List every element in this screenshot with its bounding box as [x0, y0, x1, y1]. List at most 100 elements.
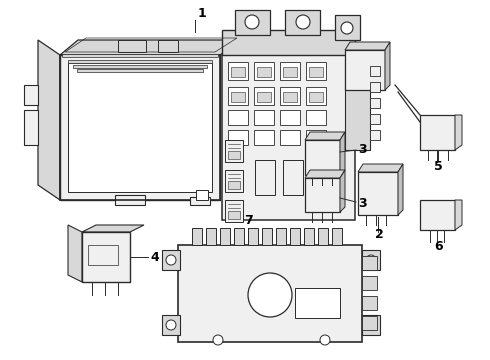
Polygon shape	[178, 245, 362, 342]
Bar	[362, 316, 377, 330]
Bar	[306, 110, 326, 125]
Polygon shape	[276, 228, 286, 245]
Polygon shape	[370, 82, 380, 92]
Bar	[228, 130, 248, 145]
Polygon shape	[82, 232, 130, 282]
Bar	[283, 92, 297, 102]
Circle shape	[296, 15, 310, 29]
Polygon shape	[115, 195, 145, 205]
Polygon shape	[340, 170, 345, 212]
Bar	[306, 62, 326, 80]
Bar	[228, 62, 248, 80]
Bar	[228, 211, 240, 219]
Polygon shape	[340, 132, 345, 175]
Polygon shape	[385, 42, 390, 90]
Polygon shape	[362, 315, 380, 335]
Text: 7: 7	[244, 214, 253, 227]
Circle shape	[213, 335, 223, 345]
Polygon shape	[370, 98, 380, 108]
Bar	[254, 87, 274, 105]
Polygon shape	[220, 228, 230, 245]
Polygon shape	[73, 65, 207, 68]
Bar	[306, 87, 326, 105]
Bar	[254, 130, 274, 145]
Bar	[283, 67, 297, 77]
Text: 2: 2	[375, 228, 384, 241]
Polygon shape	[358, 164, 403, 172]
Bar	[231, 92, 245, 102]
Polygon shape	[62, 54, 218, 57]
Bar	[231, 67, 245, 77]
Polygon shape	[222, 50, 355, 220]
Polygon shape	[190, 197, 210, 205]
Polygon shape	[305, 140, 340, 175]
Polygon shape	[305, 132, 345, 140]
Text: 3: 3	[358, 143, 367, 156]
Polygon shape	[262, 228, 272, 245]
Polygon shape	[68, 63, 212, 192]
Polygon shape	[398, 164, 403, 215]
Polygon shape	[82, 225, 144, 232]
Bar	[309, 92, 323, 102]
Bar	[228, 181, 240, 189]
Bar	[254, 62, 274, 80]
Polygon shape	[420, 115, 455, 150]
Polygon shape	[162, 250, 180, 270]
Polygon shape	[455, 115, 462, 150]
Circle shape	[366, 320, 376, 330]
Polygon shape	[24, 110, 38, 145]
Circle shape	[341, 22, 353, 34]
Polygon shape	[420, 200, 455, 230]
Polygon shape	[345, 50, 385, 90]
Bar	[225, 200, 243, 222]
Bar	[257, 92, 271, 102]
Bar	[280, 62, 300, 80]
Polygon shape	[68, 60, 212, 63]
Bar	[158, 40, 178, 52]
Bar	[88, 245, 118, 265]
Bar	[228, 110, 248, 125]
Polygon shape	[60, 40, 242, 55]
Bar	[280, 130, 300, 145]
Polygon shape	[290, 228, 300, 245]
Text: 4: 4	[150, 251, 159, 264]
Polygon shape	[332, 228, 342, 245]
Circle shape	[320, 335, 330, 345]
Polygon shape	[305, 178, 340, 212]
Bar	[309, 67, 323, 77]
Polygon shape	[38, 40, 60, 200]
Polygon shape	[318, 228, 328, 245]
Circle shape	[248, 273, 292, 317]
Polygon shape	[304, 228, 314, 245]
Bar	[280, 87, 300, 105]
Polygon shape	[345, 60, 370, 150]
Polygon shape	[162, 315, 180, 335]
Circle shape	[245, 15, 259, 29]
Bar	[257, 67, 271, 77]
Polygon shape	[192, 228, 202, 245]
Bar	[311, 160, 331, 195]
Bar	[362, 276, 377, 290]
Bar	[306, 130, 326, 145]
Polygon shape	[235, 10, 270, 35]
Bar	[254, 110, 274, 125]
Polygon shape	[305, 170, 345, 178]
Bar	[295, 288, 340, 318]
Bar	[228, 87, 248, 105]
Text: 6: 6	[434, 240, 442, 253]
Polygon shape	[68, 225, 82, 282]
Text: 3: 3	[358, 197, 367, 210]
Polygon shape	[285, 10, 320, 35]
Bar	[283, 160, 303, 195]
Polygon shape	[370, 66, 380, 76]
Polygon shape	[24, 85, 38, 105]
Polygon shape	[370, 114, 380, 124]
Bar	[362, 296, 377, 310]
Bar	[228, 151, 240, 159]
Text: 1: 1	[198, 7, 207, 20]
Polygon shape	[455, 200, 462, 230]
Bar	[196, 190, 208, 200]
Polygon shape	[60, 55, 220, 200]
Bar	[280, 110, 300, 125]
Polygon shape	[335, 15, 360, 40]
